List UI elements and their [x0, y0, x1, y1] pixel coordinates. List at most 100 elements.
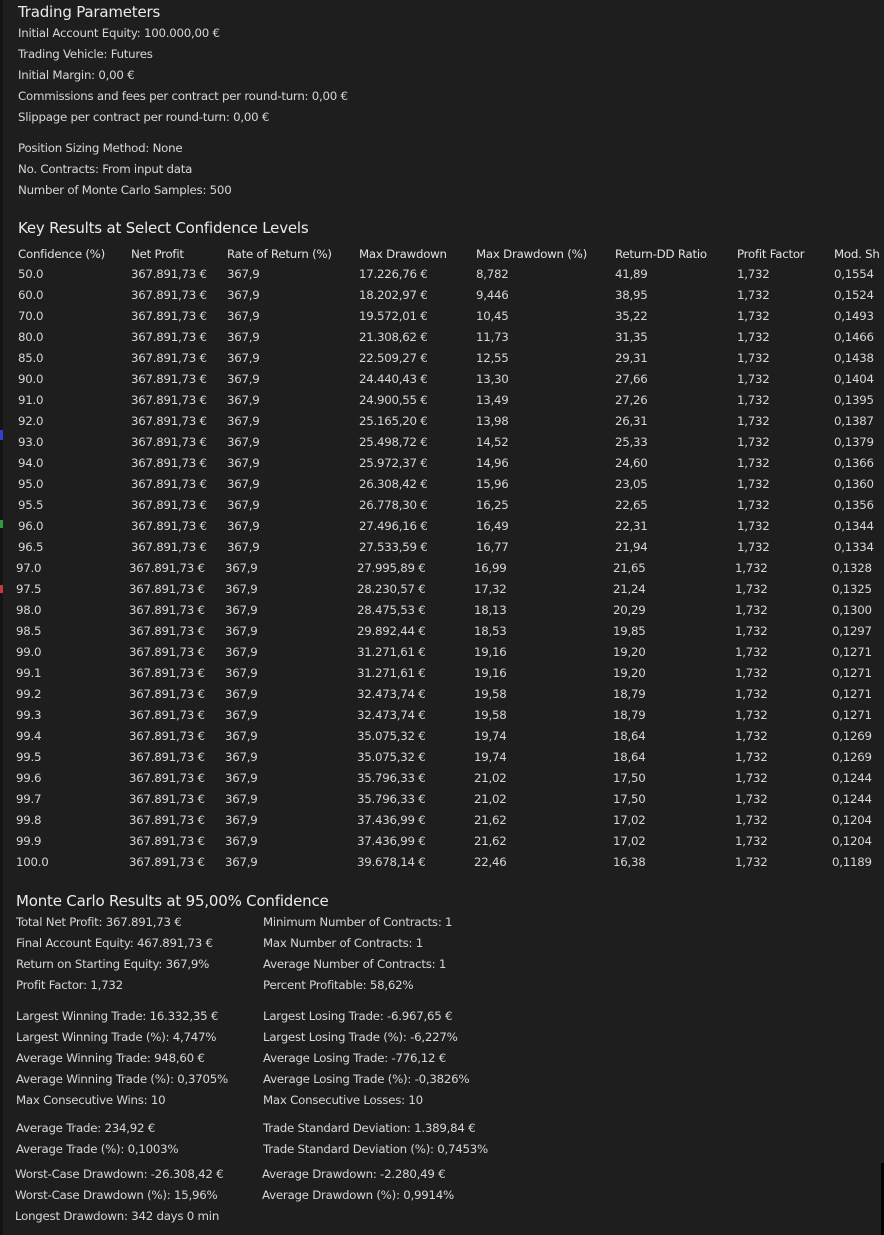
cell-rate-of-return: 367,9: [227, 351, 260, 365]
cell-max-drawdown: 17.226,76 €: [359, 267, 428, 281]
cell-max-drawdown: 26.778,30 €: [359, 498, 428, 512]
cell-rate-of-return: 367,9: [225, 813, 258, 827]
cell-confidence: 97.0: [16, 561, 42, 575]
cell-mod-sharpe: 0,1269: [832, 729, 872, 743]
cell-mod-sharpe: 0,1524: [834, 288, 874, 302]
cell-net-profit: 367.891,73 €: [131, 414, 207, 428]
table-row: 70.0 367.891,73 € 367,9 19.572,01 € 10,45 35,…: [0, 307, 884, 328]
cell-mod-sharpe: 0,1493: [834, 309, 874, 323]
cell-return-dd-ratio: 19,20: [613, 666, 646, 680]
average-drawdown: Average Drawdown: -2.280,49 €: [262, 1167, 446, 1181]
cell-rate-of-return: 367,9: [225, 750, 258, 764]
cell-max-drawdown: 25.165,20 €: [359, 414, 428, 428]
cell-rate-of-return: 367,9: [227, 498, 260, 512]
cell-rate-of-return: 367,9: [225, 834, 258, 848]
slippage: Slippage per contract per round-turn: 0,…: [18, 110, 270, 124]
table-row: 93.0 367.891,73 € 367,9 25.498,72 € 14,52 25,…: [0, 433, 884, 454]
header-max-drawdown: Max Drawdown: [359, 247, 447, 261]
table-row: 99.6 367.891,73 € 367,9 35.796,33 € 21,02 17,…: [0, 769, 884, 790]
cell-max-drawdown: 35.796,33 €: [357, 771, 426, 785]
cell-max-drawdown: 29.892,44 €: [357, 624, 426, 638]
cell-confidence: 98.5: [16, 624, 42, 638]
average-winning-trade: Average Winning Trade: 948,60 €: [16, 1051, 205, 1065]
cell-max-drawdown: 32.473,74 €: [357, 708, 426, 722]
cell-max-drawdown-pct: 13,98: [476, 414, 509, 428]
largest-losing-trade: Largest Losing Trade: -6.967,65 €: [263, 1009, 453, 1023]
table-row: 99.8 367.891,73 € 367,9 37.436,99 € 21,62 17,…: [0, 811, 884, 832]
cell-profit-factor: 1,732: [737, 372, 770, 386]
cell-rate-of-return: 367,9: [225, 603, 258, 617]
cell-profit-factor: 1,732: [737, 456, 770, 470]
cell-max-drawdown-pct: 14,52: [476, 435, 509, 449]
cell-confidence: 99.3: [16, 708, 42, 722]
cell-confidence: 91.0: [18, 393, 44, 407]
cell-net-profit: 367.891,73 €: [129, 561, 205, 575]
cell-net-profit: 367.891,73 €: [131, 456, 207, 470]
cell-max-drawdown-pct: 13,49: [476, 393, 509, 407]
table-row: 60.0 367.891,73 € 367,9 18.202,97 € 9,446 38,…: [0, 286, 884, 307]
cell-net-profit: 367.891,73 €: [129, 582, 205, 596]
table-row: 95.5 367.891,73 € 367,9 26.778,30 € 16,25 22,…: [0, 496, 884, 517]
key-results-title: Key Results at Select Confidence Levels: [18, 219, 309, 237]
cell-mod-sharpe: 0,1366: [834, 456, 874, 470]
cell-confidence: 99.9: [16, 834, 42, 848]
cell-max-drawdown-pct: 12,55: [476, 351, 509, 365]
max-consecutive-losses: Max Consecutive Losses: 10: [263, 1093, 423, 1107]
cell-net-profit: 367.891,73 €: [131, 288, 207, 302]
cell-profit-factor: 1,732: [737, 267, 770, 281]
cell-rate-of-return: 367,9: [227, 393, 260, 407]
cell-confidence: 70.0: [18, 309, 44, 323]
cell-net-profit: 367.891,73 €: [131, 393, 207, 407]
cell-net-profit: 367.891,73 €: [131, 351, 207, 365]
cell-rate-of-return: 367,9: [225, 561, 258, 575]
cell-profit-factor: 1,732: [735, 666, 768, 680]
no-contracts: No. Contracts: From input data: [18, 162, 193, 176]
mc-results-title: Monte Carlo Results at 95,00% Confidence: [16, 892, 329, 910]
cell-rate-of-return: 367,9: [227, 288, 260, 302]
table-row: 99.5 367.891,73 € 367,9 35.075,32 € 19,74 18,…: [0, 748, 884, 769]
cell-max-drawdown: 28.475,53 €: [357, 603, 426, 617]
cell-max-drawdown-pct: 19,58: [474, 708, 507, 722]
average-trade-pct: Average Trade (%): 0,1003%: [16, 1142, 179, 1156]
largest-winning-trade: Largest Winning Trade: 16.332,35 €: [16, 1009, 219, 1023]
cell-net-profit: 367.891,73 €: [131, 267, 207, 281]
cell-max-drawdown-pct: 19,74: [474, 750, 507, 764]
cell-mod-sharpe: 0,1244: [832, 792, 872, 806]
cell-max-drawdown-pct: 18,53: [474, 624, 507, 638]
cell-return-dd-ratio: 19,85: [613, 624, 646, 638]
cell-net-profit: 367.891,73 €: [129, 708, 205, 722]
cell-return-dd-ratio: 17,50: [613, 792, 646, 806]
cell-confidence: 100.0: [16, 855, 49, 869]
cell-max-drawdown: 39.678,14 €: [357, 855, 426, 869]
cell-mod-sharpe: 0,1438: [834, 351, 874, 365]
cell-return-dd-ratio: 25,33: [615, 435, 648, 449]
cell-return-dd-ratio: 21,24: [613, 582, 646, 596]
cell-mod-sharpe: 0,1269: [832, 750, 872, 764]
table-row: 96.0 367.891,73 € 367,9 27.496,16 € 16,49 22,…: [0, 517, 884, 538]
cell-net-profit: 367.891,73 €: [129, 624, 205, 638]
average-trade: Average Trade: 234,92 €: [16, 1121, 155, 1135]
cell-max-drawdown: 35.796,33 €: [357, 792, 426, 806]
table-row: 91.0 367.891,73 € 367,9 24.900,55 € 13,49 27,…: [0, 391, 884, 412]
cell-mod-sharpe: 0,1387: [834, 414, 874, 428]
average-losing-trade: Average Losing Trade: -776,12 €: [263, 1051, 446, 1065]
cell-profit-factor: 1,732: [737, 477, 770, 491]
cell-profit-factor: 1,732: [737, 288, 770, 302]
cell-profit-factor: 1,732: [737, 498, 770, 512]
cell-net-profit: 367.891,73 €: [129, 750, 205, 764]
worst-case-drawdown: Worst-Case Drawdown: -26.308,42 €: [15, 1167, 224, 1181]
cell-net-profit: 367.891,73 €: [129, 603, 205, 617]
table-row: 99.9 367.891,73 € 367,9 37.436,99 € 21,62 17,…: [0, 832, 884, 853]
table-row: 99.7 367.891,73 € 367,9 35.796,33 € 21,02 17,…: [0, 790, 884, 811]
table-row: 94.0 367.891,73 € 367,9 25.972,37 € 14,96 24,…: [0, 454, 884, 475]
total-net-profit: Total Net Profit: 367.891,73 €: [16, 915, 182, 929]
cell-mod-sharpe: 0,1554: [834, 267, 874, 281]
left-edge-strip: [0, 0, 3, 1235]
header-return-dd-ratio: Return-DD Ratio: [615, 247, 707, 261]
cell-max-drawdown: 19.572,01 €: [359, 309, 428, 323]
cell-max-drawdown: 37.436,99 €: [357, 813, 426, 827]
cell-rate-of-return: 367,9: [227, 267, 260, 281]
cell-profit-factor: 1,732: [735, 708, 768, 722]
trade-standard-deviation-pct: Trade Standard Deviation (%): 0,7453%: [263, 1142, 489, 1156]
